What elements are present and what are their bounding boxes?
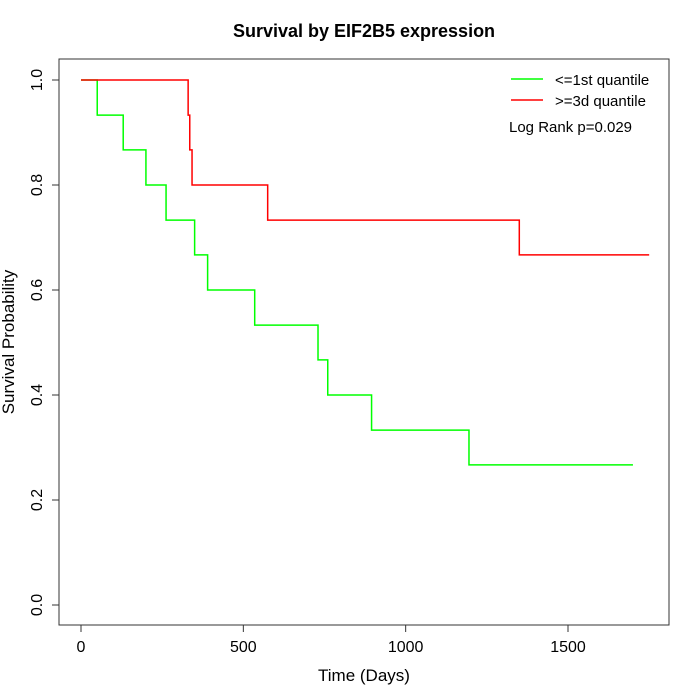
legend-label-series-2: >=3d quantile	[555, 93, 646, 110]
y-tick-label: 0.8	[29, 174, 46, 196]
x-tick-label: 1500	[550, 639, 586, 656]
y-tick-label: 0.6	[29, 279, 46, 301]
y-axis-label: Survival Probability	[0, 269, 18, 414]
y-tick-label: 1.0	[29, 69, 46, 91]
survival-curve-series-1	[81, 79, 633, 466]
y-tick-label: 0.2	[29, 489, 46, 511]
x-tick-label: 1000	[388, 639, 424, 656]
x-tick-label: 500	[230, 639, 257, 656]
legend: <=1st quantile >=3d quantile	[511, 72, 649, 110]
survival-curve-series-2	[81, 79, 650, 256]
y-tick-label: 0.0	[29, 594, 46, 616]
chart-title: Survival by EIF2B5 expression	[233, 21, 495, 41]
y-tick-label: 0.4	[29, 384, 46, 406]
legend-label-series-1: <=1st quantile	[555, 72, 649, 89]
log-rank-annotation: Log Rank p=0.029	[509, 119, 632, 136]
series-layer	[81, 79, 650, 466]
x-axis-label: Time (Days)	[318, 666, 410, 685]
x-tick-label: 0	[77, 639, 86, 656]
x-axis: 0 500 1000 1500	[77, 624, 586, 656]
y-axis: 0.0 0.2 0.4 0.6 0.8 1.0	[29, 69, 60, 616]
